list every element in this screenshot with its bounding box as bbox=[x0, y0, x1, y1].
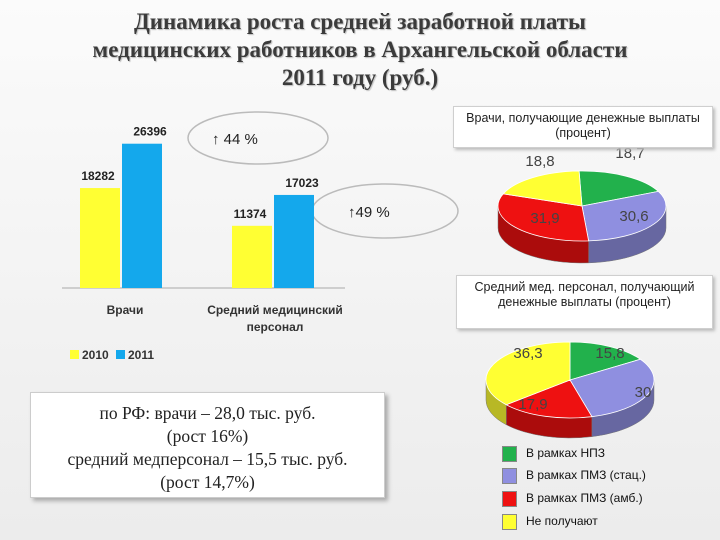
bar-2011-1 bbox=[274, 194, 314, 288]
pie-value-label: 18,7 bbox=[615, 145, 644, 162]
bar-2011-0 bbox=[122, 143, 162, 288]
pie-slice bbox=[485, 341, 571, 406]
pie2-caption: Средний мед. персонал, получающий денежн… bbox=[456, 275, 713, 329]
pie-value-label: 17,9 bbox=[518, 396, 547, 413]
pie-slice bbox=[497, 193, 590, 242]
pie-legend-label: В рамках ПМЗ (амб.) bbox=[526, 491, 643, 505]
title-line: Динамика роста средней заработной платы bbox=[133, 9, 587, 34]
pie-slice bbox=[569, 358, 655, 418]
bar-legend-label: 2011 bbox=[128, 348, 154, 362]
rf-comparison-box: по РФ: врачи – 28,0 тыс. руб. (рост 16%)… bbox=[30, 392, 385, 498]
slide-title: Динамика роста средней заработной платы … bbox=[0, 8, 720, 92]
category-label: Средний медицинский bbox=[207, 303, 343, 317]
bar-2010-1 bbox=[232, 225, 272, 288]
title-line: 2011 году (руб.) bbox=[281, 65, 439, 90]
bar-legend-label: 2010 bbox=[82, 348, 109, 362]
bar-value-label: 18282 bbox=[81, 169, 115, 183]
rf-line: (рост 16%) bbox=[166, 426, 249, 446]
pie-value-label: 30,6 bbox=[619, 208, 648, 225]
pie-slice bbox=[505, 379, 593, 419]
legend-swatch-red bbox=[502, 491, 517, 507]
rf-line: (рост 14,7%) bbox=[160, 472, 255, 492]
bar-legend-swatch bbox=[70, 350, 79, 359]
pie-value-label: 36,3 bbox=[513, 345, 542, 362]
rf-line: по РФ: врачи – 28,0 тыс. руб. bbox=[99, 403, 316, 423]
pie1-caption: Врачи, получающие денежные выплаты (проц… bbox=[453, 106, 713, 148]
legend-swatch-yellow bbox=[502, 514, 517, 530]
pie-value-label: 30 bbox=[635, 384, 652, 401]
pie-value-label: 31,9 bbox=[530, 210, 559, 227]
pie-slice bbox=[502, 170, 583, 207]
growth-label-doctors: ↑ 44 % bbox=[212, 131, 258, 148]
bar-2010-0 bbox=[80, 188, 120, 288]
bar-value-label: 26396 bbox=[133, 125, 167, 139]
pie-value-label: 18,8 bbox=[525, 153, 554, 170]
rf-line: средний медперсонал – 15,5 тыс. руб. bbox=[67, 449, 348, 469]
pie-slice bbox=[581, 190, 667, 242]
pie-slice bbox=[578, 170, 660, 207]
legend-swatch-green bbox=[502, 446, 517, 462]
growth-oval-doctors bbox=[187, 111, 329, 165]
category-label: Врачи bbox=[107, 303, 144, 317]
bar-value-label: 17023 bbox=[285, 176, 319, 190]
pie1-title: Врачи, получающие денежные выплаты (проц… bbox=[466, 111, 700, 140]
pie-legend-label: В рамках ПМЗ (стац.) bbox=[526, 468, 646, 482]
pie2-title: Средний мед. персонал, получающий денежн… bbox=[474, 280, 695, 309]
bar-value-label: 11374 bbox=[234, 207, 267, 221]
pie-legend-label: В рамках НПЗ bbox=[526, 446, 605, 460]
pie-slice bbox=[569, 341, 642, 381]
growth-label-nurses: ↑49 % bbox=[348, 204, 390, 221]
title-line: медицинских работников в Архангельской о… bbox=[92, 37, 628, 62]
pie-legend-label: Не получают bbox=[526, 514, 598, 528]
category-label: персонал bbox=[247, 320, 304, 334]
bar-legend-swatch bbox=[116, 350, 125, 359]
legend-swatch-lavender bbox=[502, 468, 517, 484]
pie-value-label: 15,8 bbox=[595, 345, 624, 362]
